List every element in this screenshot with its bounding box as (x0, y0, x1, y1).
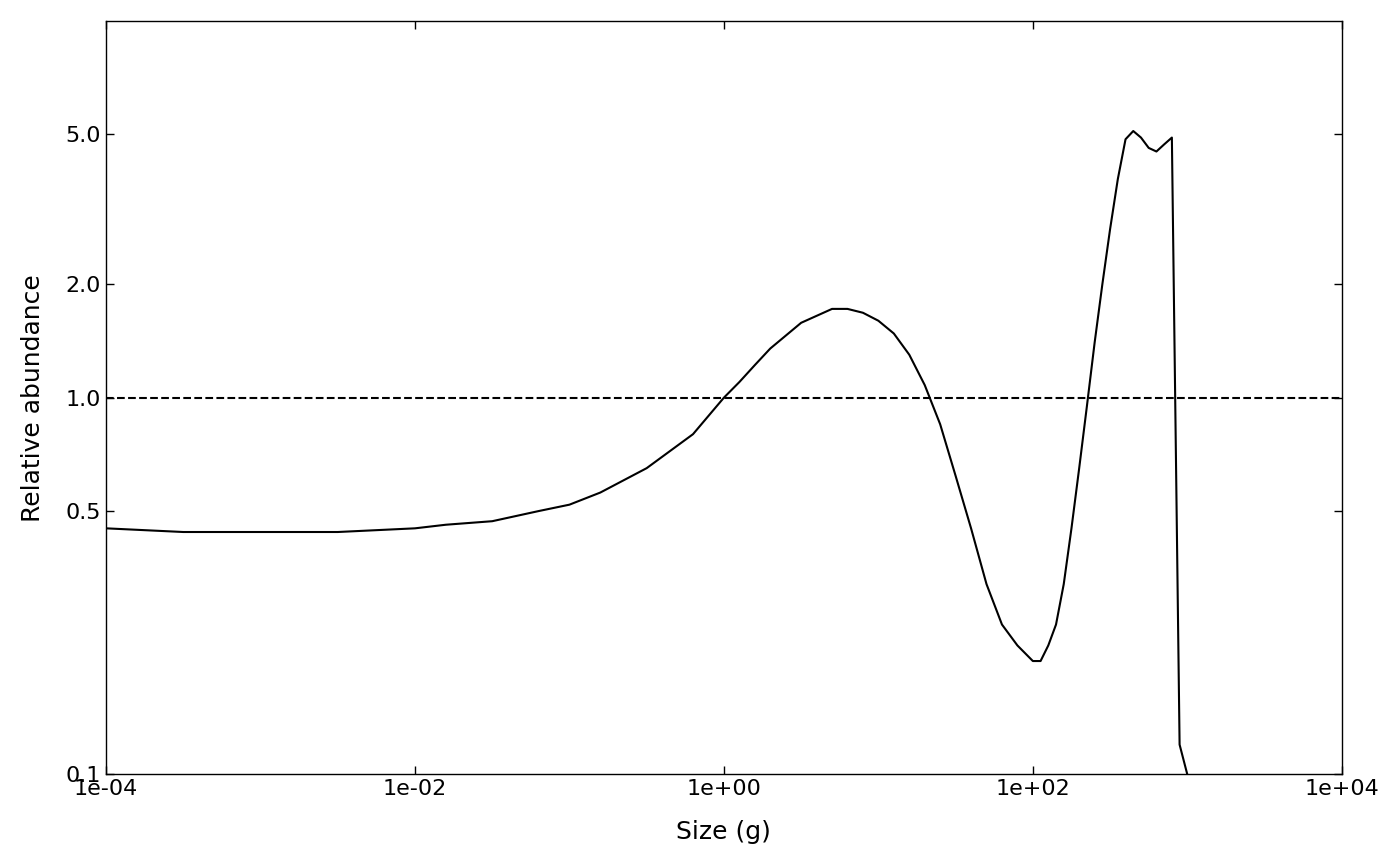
X-axis label: Size (g): Size (g) (676, 820, 771, 844)
Y-axis label: Relative abundance: Relative abundance (21, 274, 45, 522)
